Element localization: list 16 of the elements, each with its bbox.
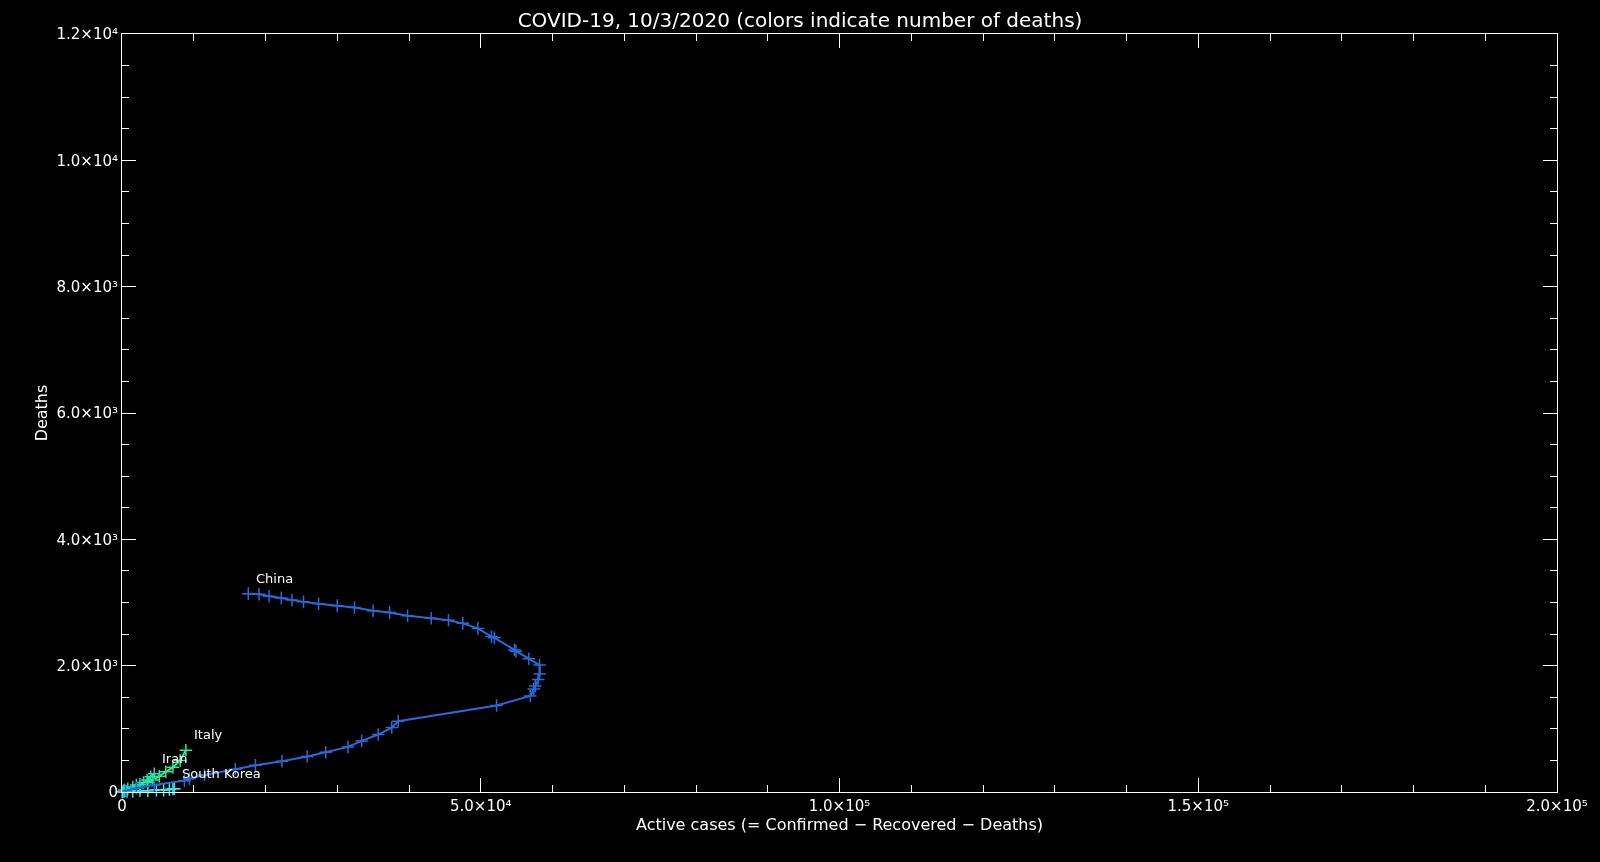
y-tick-label: 4.0×10³ xyxy=(56,530,118,549)
y-tick-label: 1.0×10⁴ xyxy=(56,151,118,170)
x-tick-label: 1.5×10⁵ xyxy=(1167,797,1230,815)
y-axis-title: Deaths xyxy=(32,384,52,442)
y-tick-label: 0 xyxy=(108,783,118,802)
x-tick-label: 5.0×10⁴ xyxy=(449,797,512,815)
y-tick-label: 2.0×10³ xyxy=(56,656,118,675)
y-tick-label: 1.2×10⁴ xyxy=(56,25,118,44)
y-tick-label: 6.0×10³ xyxy=(56,404,118,423)
series-label: Italy xyxy=(194,727,223,742)
chart-title: COVID-19, 10/3/2020 (colors indicate number of deaths) xyxy=(517,7,1083,32)
x-tick-label: 1.0×10⁵ xyxy=(808,797,871,815)
series-label: China xyxy=(256,571,294,586)
x-axis-title: Active cases (= Confirmed − Recovered − Deaths) xyxy=(635,815,1044,834)
y-tick-label: 8.0×10³ xyxy=(56,277,118,296)
x-tick-label: 2.0×10⁵ xyxy=(1526,797,1588,815)
